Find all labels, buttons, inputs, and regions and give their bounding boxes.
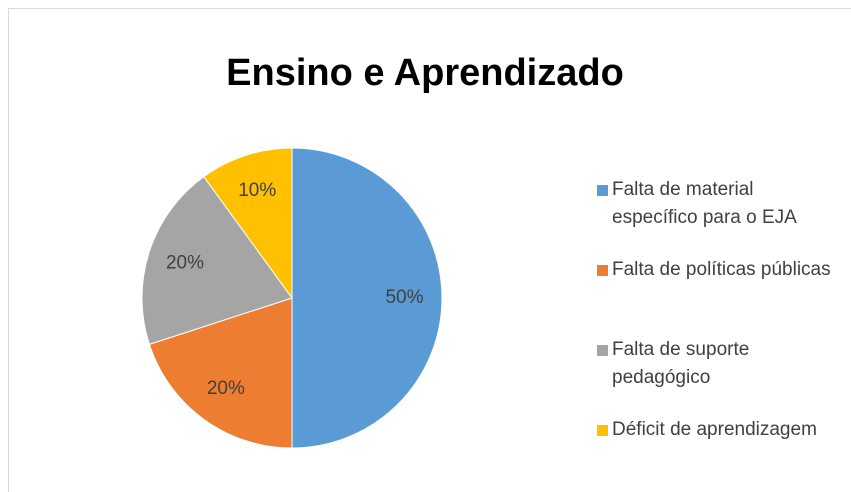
legend-label: Falta de políticas públicas <box>612 259 831 280</box>
legend-swatch <box>597 265 608 276</box>
legend-label: Déficit de aprendizagem <box>612 419 817 440</box>
data-label: 10% <box>238 180 276 201</box>
chart-title: Ensino e Aprendizado <box>226 52 624 94</box>
legend-swatch <box>597 345 608 356</box>
legend-swatch <box>597 185 608 196</box>
data-label: 20% <box>166 252 204 273</box>
legend-label: Falta de material específico para o EJA <box>612 179 797 228</box>
chart-border <box>8 8 851 492</box>
legend-label: Falta de suporte pedagógico <box>612 339 750 388</box>
pie-slice <box>141 175 293 345</box>
pie-slice <box>148 297 293 449</box>
pie-slice <box>291 147 443 449</box>
data-label: 20% <box>207 378 245 399</box>
data-label: 50% <box>385 287 423 308</box>
pie-slice <box>203 147 293 300</box>
legend-swatch <box>597 425 608 436</box>
